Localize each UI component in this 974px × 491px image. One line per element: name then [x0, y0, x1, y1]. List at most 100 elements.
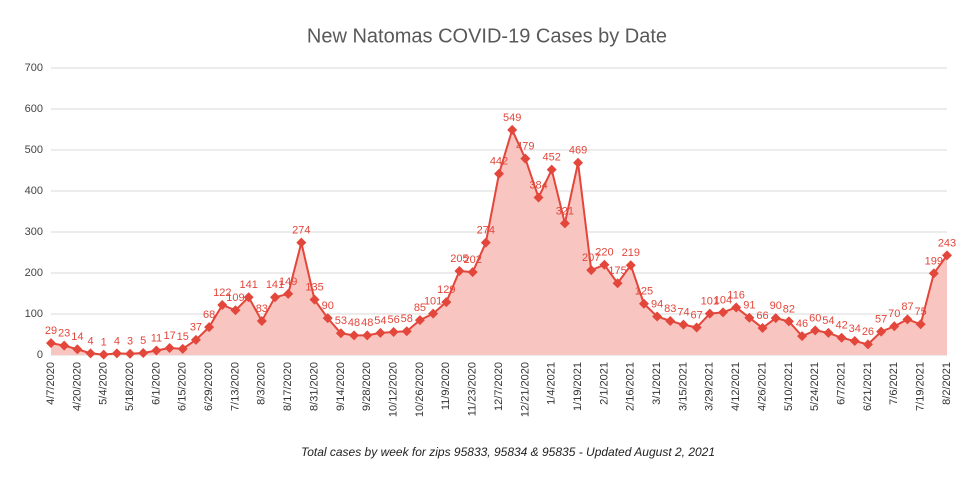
- data-label: 141: [239, 279, 257, 291]
- marker: [902, 314, 913, 325]
- marker: [889, 321, 900, 332]
- data-label: 274: [292, 225, 310, 237]
- data-label: 122: [213, 287, 231, 299]
- x-tick-label: 5/24/2021: [809, 362, 821, 411]
- marker: [862, 339, 873, 350]
- x-tick-label: 4/20/2020: [71, 362, 83, 411]
- data-label: 274: [477, 225, 495, 237]
- marker: [217, 299, 228, 310]
- marker: [520, 153, 531, 164]
- y-tick-label: 100: [25, 308, 43, 320]
- x-tick-label: 7/13/2020: [229, 362, 241, 411]
- data-label: 116: [727, 289, 745, 301]
- x-tick-label: 7/6/2021: [888, 362, 900, 405]
- marker: [467, 267, 478, 278]
- marker: [797, 331, 808, 342]
- x-tick-label: 5/18/2020: [124, 362, 136, 411]
- data-label: 23: [58, 327, 70, 339]
- marker: [401, 326, 412, 337]
- marker: [243, 292, 254, 303]
- data-label: 68: [203, 309, 215, 321]
- marker: [46, 338, 56, 349]
- marker: [111, 348, 122, 359]
- data-label: 14: [71, 331, 83, 343]
- marker: [507, 124, 518, 135]
- data-label: 90: [770, 300, 782, 312]
- x-tick-label: 12/7/2020: [493, 362, 505, 411]
- marker: [335, 328, 346, 339]
- x-tick-label: 1/19/2021: [572, 362, 584, 411]
- marker: [915, 319, 926, 330]
- data-label: 57: [875, 314, 887, 326]
- data-label: 37: [190, 322, 202, 334]
- x-tick-label: 7/19/2021: [915, 362, 927, 411]
- data-label: 29: [45, 325, 57, 337]
- marker: [770, 313, 781, 324]
- x-tick-label: 2/1/2021: [598, 362, 610, 405]
- data-label: 207: [582, 252, 600, 264]
- data-label: 4: [87, 335, 93, 347]
- marker: [652, 311, 663, 322]
- x-tick-label: 9/28/2020: [361, 362, 373, 411]
- x-tick-label: 8/31/2020: [308, 362, 320, 411]
- marker: [533, 192, 544, 203]
- marker: [125, 348, 136, 359]
- x-tick-label: 8/2/2021: [941, 362, 953, 405]
- y-tick-label: 700: [25, 62, 43, 74]
- data-label: 469: [569, 145, 587, 157]
- data-label: 53: [335, 315, 347, 327]
- marker: [296, 237, 307, 248]
- marker: [625, 260, 636, 271]
- data-label: 205: [450, 253, 468, 265]
- marker: [414, 315, 425, 326]
- data-label: 11: [151, 332, 162, 344]
- data-label: 135: [305, 282, 323, 294]
- y-tick-label: 600: [25, 103, 43, 115]
- x-tick-label: 4/7/2020: [45, 362, 57, 405]
- marker: [665, 315, 676, 326]
- data-label: 56: [387, 314, 399, 326]
- marker: [731, 302, 742, 313]
- data-label: 220: [595, 247, 613, 259]
- marker: [59, 340, 70, 351]
- x-tick-label: 10/26/2020: [414, 362, 426, 417]
- x-tick-label: 11/9/2020: [440, 362, 452, 410]
- marker: [441, 297, 452, 308]
- data-label: 42: [835, 320, 847, 332]
- marker: [454, 265, 465, 276]
- marker: [72, 344, 83, 355]
- data-label: 101: [701, 295, 719, 307]
- data-label: 91: [743, 300, 755, 312]
- x-tick-label: 4/12/2021: [730, 362, 742, 411]
- x-tick-label: 6/21/2021: [862, 362, 874, 411]
- marker: [270, 292, 280, 303]
- marker: [428, 308, 439, 319]
- x-tick-label: 1/4/2021: [546, 362, 558, 405]
- data-label: 48: [361, 317, 373, 329]
- marker: [612, 278, 623, 289]
- x-tick-label: 6/29/2020: [203, 362, 215, 411]
- marker: [362, 330, 373, 341]
- x-tick-label: 5/10/2021: [783, 362, 795, 411]
- data-label: 74: [677, 307, 689, 319]
- marker: [691, 322, 702, 333]
- data-label: 101: [424, 295, 442, 307]
- marker: [375, 327, 386, 338]
- data-label: 104: [714, 294, 732, 306]
- data-label: 17: [163, 330, 175, 342]
- x-tick-label: 2/16/2021: [625, 362, 637, 411]
- data-label: 175: [608, 265, 626, 277]
- data-label: 34: [849, 323, 861, 335]
- data-label: 82: [783, 303, 795, 315]
- x-tick-label: 8/3/2020: [256, 362, 268, 405]
- marker: [678, 319, 689, 330]
- data-label: 202: [463, 254, 481, 266]
- data-label: 125: [635, 286, 653, 298]
- data-label: 479: [516, 141, 534, 153]
- marker: [322, 313, 333, 324]
- data-label: 15: [177, 331, 189, 343]
- data-label: 452: [543, 152, 561, 164]
- marker: [309, 294, 320, 305]
- marker: [546, 164, 557, 175]
